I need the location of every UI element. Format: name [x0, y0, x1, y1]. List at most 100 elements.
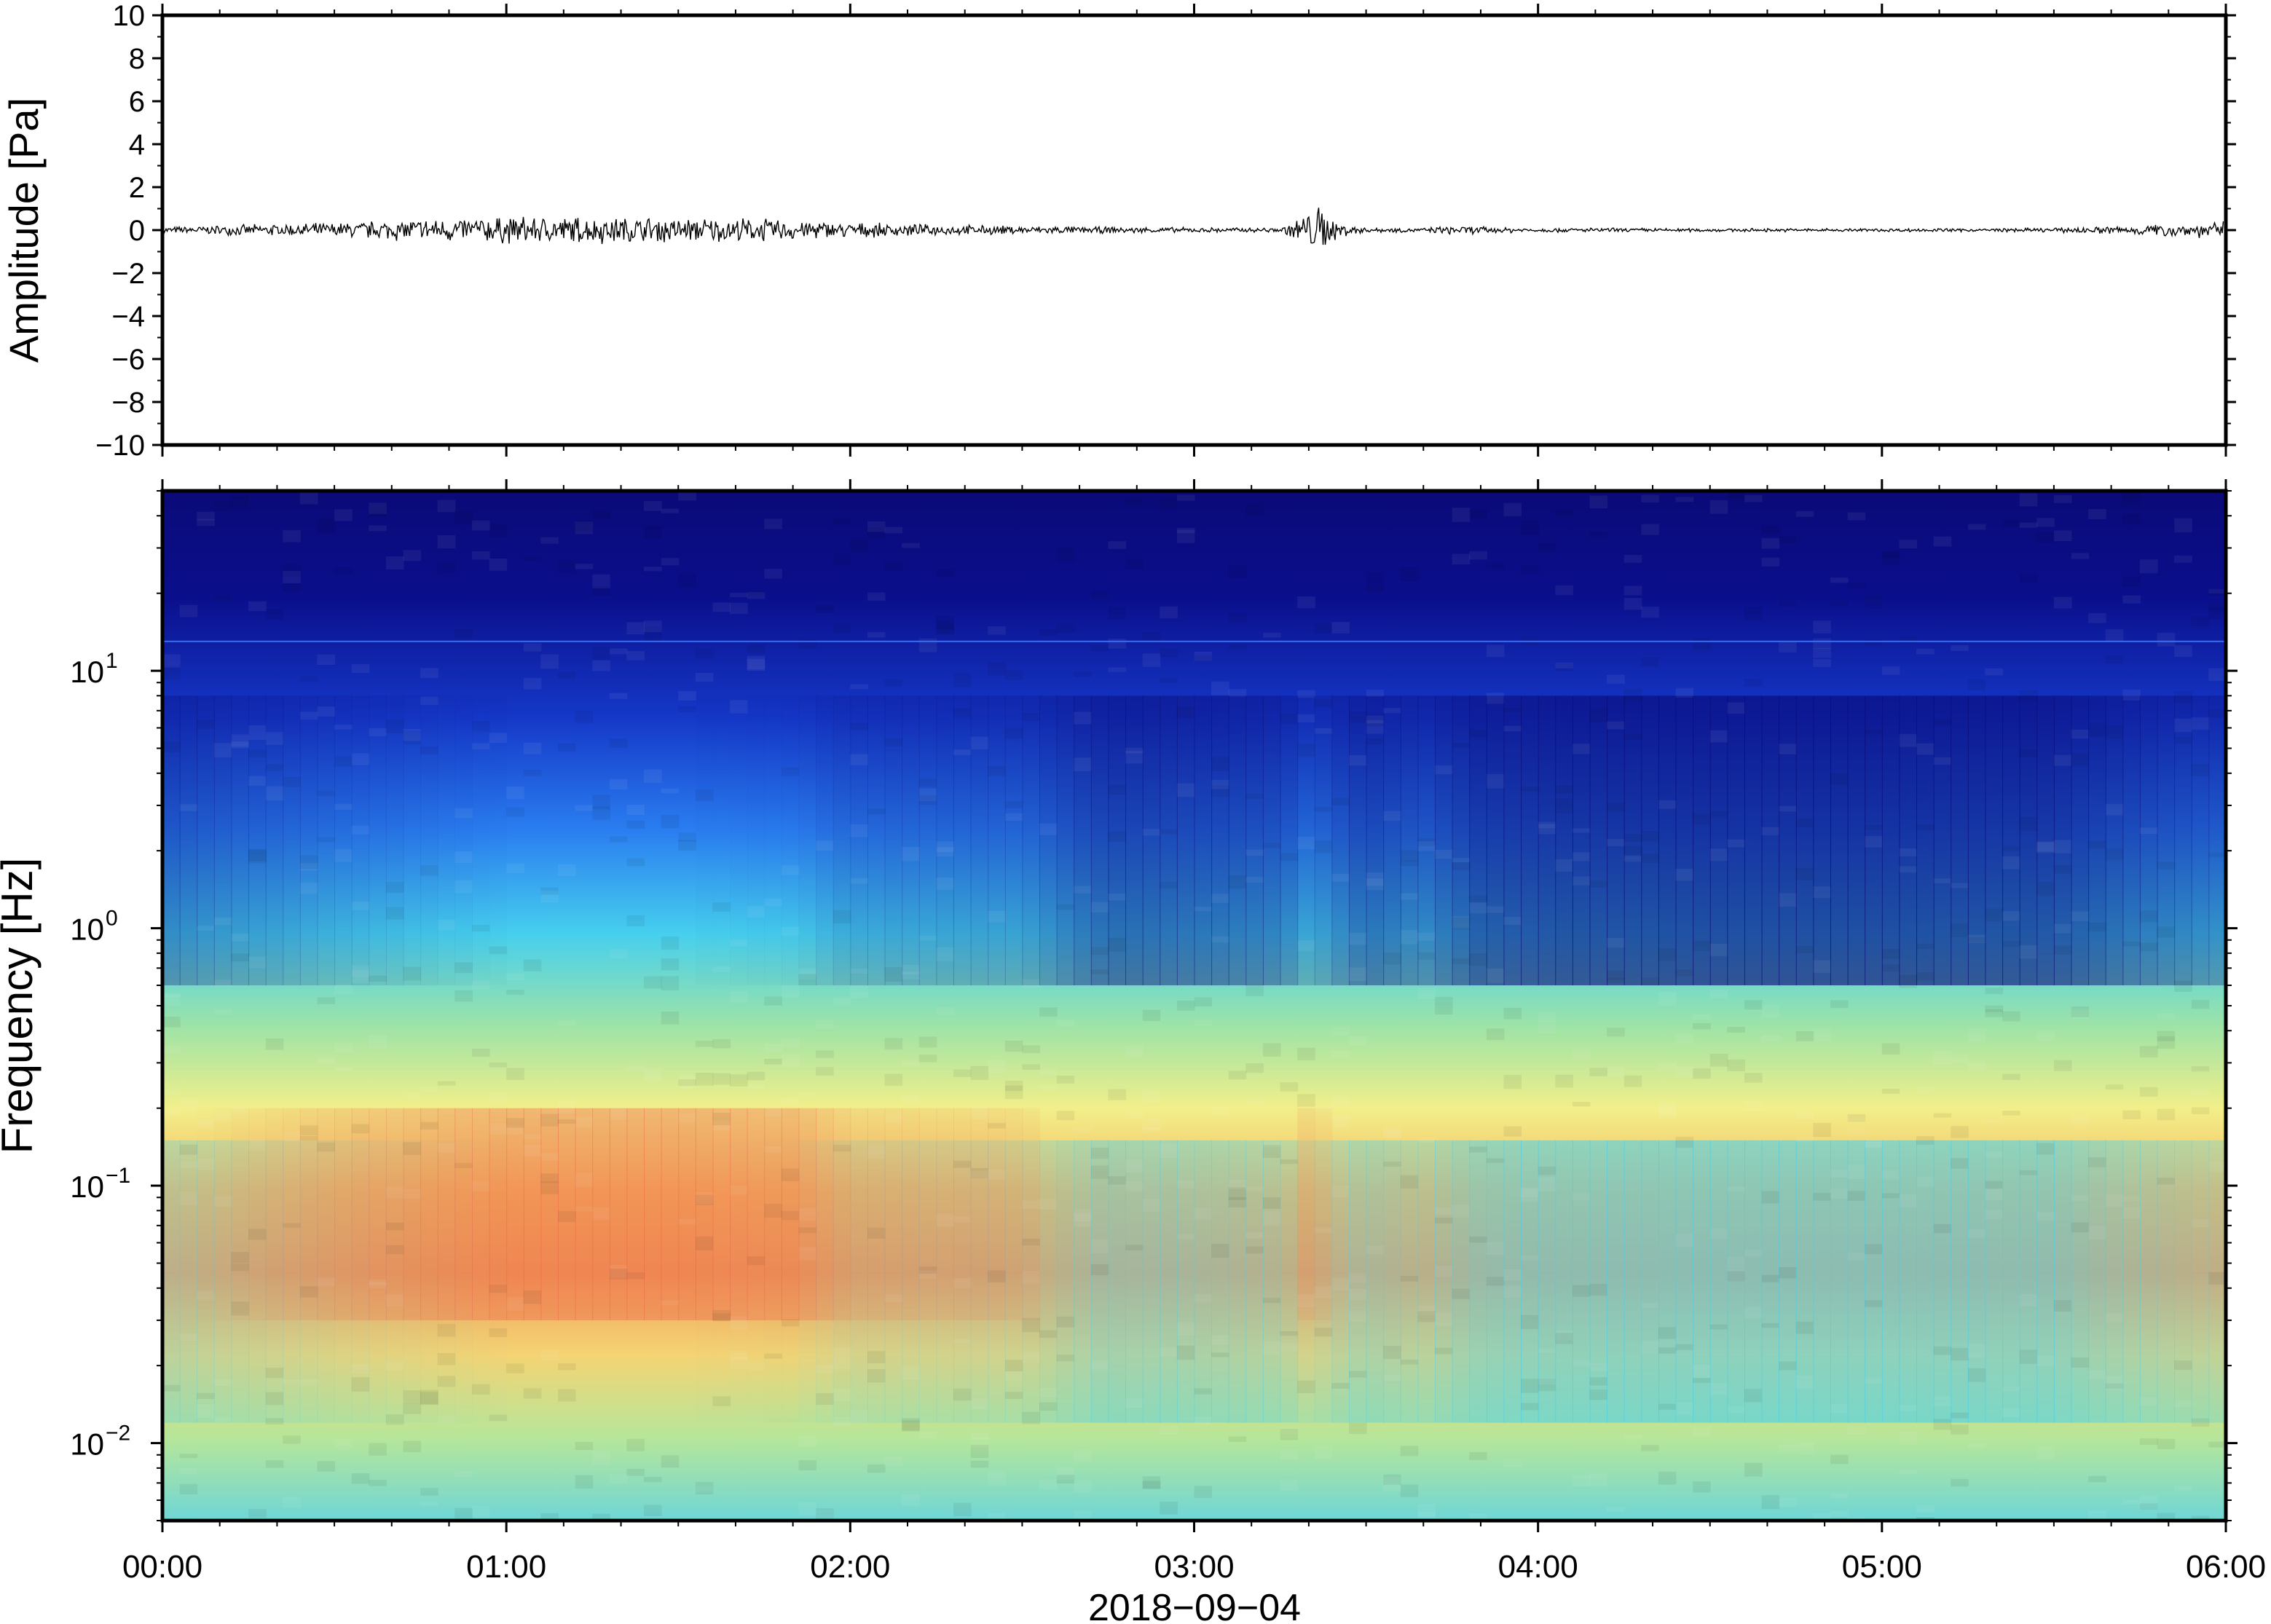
spectrogram-cell: [283, 1223, 301, 1228]
spectrogram-cell: [1795, 818, 1814, 828]
spectrogram-cell: [1022, 1238, 1041, 1246]
spectrogram-cell: [454, 510, 473, 524]
spectrogram-cell: [1727, 1257, 1745, 1268]
spectrogram-cell: [1211, 894, 1229, 903]
spectrogram-cell: [471, 1384, 490, 1395]
frequency-tick-exponent: −2: [106, 1422, 130, 1446]
spectrogram-cell: [2002, 856, 2020, 870]
spectrogram-column-upper: [1160, 695, 1178, 986]
spectrogram-cell: [1951, 883, 1969, 888]
spectrogram-cell: [1142, 829, 1161, 836]
spectrogram-column-lower: [1211, 1140, 1229, 1423]
spectrogram-cell: [1125, 747, 1144, 754]
spectrogram-column-lower: [403, 1140, 422, 1423]
spectrogram-column-upper: [1245, 695, 1264, 986]
spectrogram-cell: [2053, 495, 2072, 503]
spectrogram-cell: [816, 1067, 834, 1076]
spectrogram-cell: [1280, 1479, 1299, 1491]
spectrogram-cell: [695, 1486, 714, 1492]
spectrogram-cell: [798, 1092, 817, 1097]
spectrogram-cell: [2071, 730, 2090, 739]
spectrogram-cell: [747, 1361, 765, 1371]
spectrogram-cell: [1245, 503, 1264, 516]
spectrogram-column-upper: [1709, 695, 1728, 986]
spectrogram-cell: [1074, 712, 1092, 725]
spectrogram-cell: [2139, 827, 2158, 835]
spectrogram-column-lower: [1056, 1140, 1075, 1423]
spectrogram-column-upper: [2105, 695, 2124, 986]
spectrogram-cell: [1813, 886, 1832, 898]
spectrogram-cell: [265, 1418, 284, 1425]
spectrogram-cell: [1056, 624, 1075, 634]
spectrogram-cell: [902, 1418, 920, 1431]
spectrogram-cell: [1658, 992, 1677, 1006]
spectrogram-column-lower: [1967, 1140, 1986, 1423]
spectrogram-cell: [1761, 537, 1780, 549]
spectrogram-cell: [1693, 1022, 1711, 1030]
spectrogram-cell: [867, 1464, 886, 1473]
spectrogram-cell: [678, 706, 696, 712]
spectrogram-cell: [2208, 1441, 2226, 1448]
spectrogram-cell: [1176, 1000, 1195, 1011]
spectrogram-cell: [2088, 722, 2106, 738]
spectrogram-column-lower: [1830, 1140, 1849, 1423]
spectrogram-cell: [283, 1497, 301, 1508]
spectrogram-cell: [1194, 997, 1213, 1007]
spectrogram-column-lower: [283, 1140, 301, 1423]
spectrogram-cell: [1607, 674, 1625, 684]
spectrogram-cell: [781, 926, 800, 936]
spectrogram-column-upper: [1417, 695, 1436, 986]
spectrogram-column-upper: [1142, 695, 1161, 986]
spectrogram-cell: [1555, 1074, 1573, 1088]
spectrogram-cell: [1899, 848, 1918, 856]
spectrogram-cell: [1074, 1209, 1092, 1221]
spectrogram-cell: [1022, 1411, 1041, 1424]
spectrogram-cell: [557, 560, 576, 572]
time-tick-label: 04:00: [1498, 1549, 1578, 1585]
spectrogram-cell: [283, 1131, 301, 1142]
spectrogram-column-peak: [988, 1108, 1006, 1320]
spectrogram-column-upper: [385, 695, 404, 986]
spectrogram-cell: [557, 1020, 576, 1026]
spectrogram-column-peak: [747, 1108, 765, 1320]
spectrogram-cell: [1314, 1328, 1333, 1337]
spectrogram-cell: [1795, 867, 1814, 880]
spectrogram-cell: [1813, 1122, 1832, 1138]
spectrogram-cell: [988, 1059, 1006, 1074]
spectrogram-cell: [2174, 1486, 2192, 1491]
spectrogram-cell: [437, 561, 456, 572]
spectrogram-cell: [747, 644, 765, 653]
spectrogram-cell: [1228, 1187, 1247, 1200]
spectrogram-cell: [1331, 1026, 1350, 1036]
spectrogram-cell: [661, 1300, 680, 1306]
spectrogram-cell: [1417, 1306, 1436, 1316]
spectrogram-cell: [592, 806, 610, 820]
spectrogram-cell: [1572, 1475, 1591, 1486]
spectrogram-cell: [2002, 1011, 2020, 1022]
spectrogram-cell: [385, 719, 404, 734]
spectrogram-cell: [644, 626, 662, 641]
spectrogram-cell: [265, 1460, 284, 1468]
spectrogram-cell: [953, 673, 972, 687]
spectrogram-column-lower: [1160, 1140, 1178, 1423]
spectrogram-cell: [781, 1054, 800, 1068]
spectrogram-cell: [1331, 797, 1350, 806]
spectrogram-cell: [2019, 749, 2038, 757]
spectrogram-cell: [2036, 1355, 2055, 1366]
spectrogram-cell: [816, 603, 834, 610]
spectrogram-cell: [1572, 1285, 1591, 1297]
spectrogram-cell: [2019, 574, 2038, 583]
spectrogram-cell: [351, 1377, 370, 1392]
spectrogram-cell: [609, 779, 628, 789]
spectrogram-cell: [1245, 985, 1264, 996]
spectrogram-cell: [2191, 1107, 2210, 1114]
spectrogram-cell: [1727, 1059, 1745, 1072]
spectrogram-cell: [953, 1502, 972, 1517]
spectrogram-cell: [1280, 713, 1299, 724]
spectrogram-cell: [2053, 1060, 2072, 1071]
spectrogram-cell: [2208, 709, 2226, 717]
waveform-trace: [163, 208, 2224, 245]
spectrogram-cell: [248, 725, 267, 741]
spectrogram-column-lower: [1469, 1140, 1487, 1423]
spectrogram-cell: [213, 743, 232, 757]
